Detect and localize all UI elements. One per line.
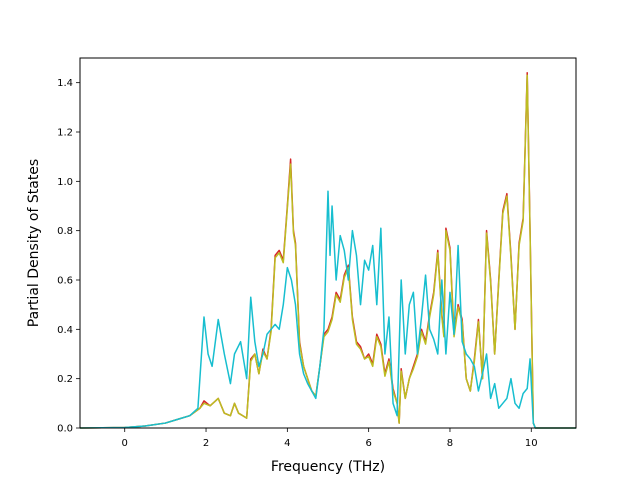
x-tick-label: 10 [525,438,538,449]
x-tick-label: 2 [203,438,209,449]
series-layer [79,72,576,429]
y-tick-label: 1.2 [57,128,73,139]
y-axis-ticks: 0.0 0.2 0.4 0.6 0.8 1.0 1.2 1.4 [57,78,80,435]
y-tick-label: 1.0 [57,177,73,188]
x-tick-label: 0 [122,438,128,449]
x-axis-ticks: 0 2 4 6 8 10 [122,428,538,449]
y-tick-label: 0.2 [57,374,73,385]
series-line-2 [79,74,576,429]
x-tick-label: 8 [447,438,453,449]
series-line-3 [79,190,576,429]
y-tick-label: 0.4 [57,325,73,336]
y-axis-label: Partial Density of States [26,159,42,327]
y-tick-label: 0.8 [57,226,73,237]
x-tick-label: 4 [284,438,290,449]
y-tick-label: 1.4 [57,78,73,89]
plot-frame [79,57,577,429]
x-tick-label: 6 [365,438,371,449]
y-tick-label: 0.0 [57,424,73,435]
x-axis-label: Frequency (THz) [271,459,385,475]
y-tick-label: 0.6 [57,276,73,287]
